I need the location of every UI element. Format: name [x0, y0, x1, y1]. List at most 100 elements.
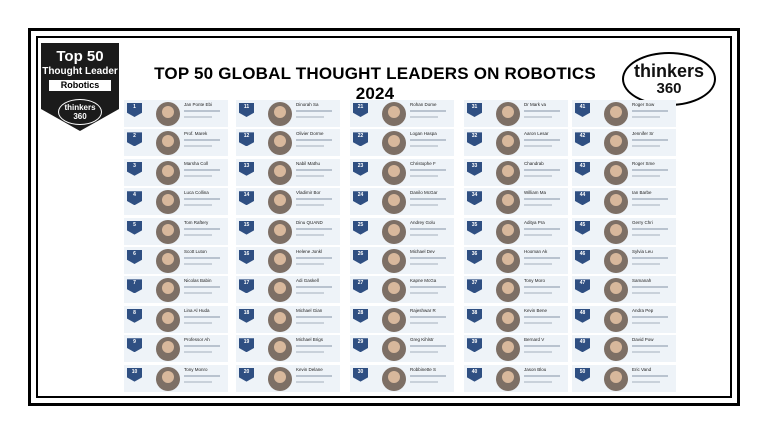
leader-detail-line — [632, 174, 660, 177]
leader-detail-line — [296, 257, 332, 259]
rank-flag: 10 — [127, 367, 142, 382]
avatar — [268, 190, 292, 215]
leader-card[interactable]: 21 Rohan Dome — [350, 100, 454, 128]
leader-card[interactable]: 40 Jason Blou — [464, 364, 568, 393]
leader-card[interactable]: 25 Andrey Golu — [350, 217, 454, 246]
leader-detail-line — [524, 145, 552, 148]
leader-card[interactable]: 3 Marsha Coll — [124, 158, 228, 187]
leader-card[interactable]: 8 Lina Al Huda — [124, 305, 228, 334]
leader-card[interactable]: 48 Andra Pep — [572, 305, 676, 334]
rank-flag: 14 — [239, 191, 254, 206]
leader-card[interactable]: 35 Aditya Pra — [464, 217, 568, 246]
leader-card[interactable]: 41 Roger Sow — [572, 100, 676, 128]
leader-card[interactable]: 50 Eric Vand — [572, 364, 676, 393]
leader-detail-line — [632, 139, 668, 142]
leader-card[interactable]: 10 Tony Monro — [124, 364, 228, 393]
leader-detail-line — [410, 110, 446, 112]
leader-card[interactable]: 23 Christophe F — [350, 158, 454, 187]
leader-card[interactable]: 30 Robbinette S — [350, 364, 454, 393]
leader-detail-line — [296, 315, 332, 318]
leader-detail-line — [410, 145, 438, 148]
leader-name: Dr Mark va — [524, 102, 547, 107]
leader-detail-line — [524, 345, 560, 348]
leader-card[interactable]: 17 Adi Gaskell — [236, 276, 340, 305]
leader-card[interactable]: 2 Prof. Marek — [124, 129, 228, 158]
rank-flag: 40 — [467, 367, 482, 382]
leader-card[interactable]: 44 Ian Barbe — [572, 188, 676, 217]
avatar — [496, 337, 520, 362]
leader-card[interactable]: 38 Kevin Bene — [464, 305, 568, 334]
leader-detail-line — [184, 168, 220, 171]
rank-flag: 15 — [239, 220, 254, 235]
leader-card[interactable]: 29 Greg Kihlstr — [350, 335, 454, 364]
leader-card[interactable]: 26 Michael Dev — [350, 247, 454, 275]
leader-card[interactable]: 12 Olivier Dorme — [236, 129, 340, 158]
leader-detail-line — [296, 351, 324, 354]
avatar — [156, 249, 180, 273]
rank-flag: 3 — [127, 161, 142, 176]
leader-name: Jan Ponte Ebi — [184, 102, 213, 107]
leader-card[interactable]: 6 Scott Luton — [124, 247, 228, 275]
leader-name: Nabil Mathu — [296, 160, 321, 166]
rank-flag: 25 — [353, 220, 368, 235]
leader-card[interactable]: 5 Tom Raftery — [124, 217, 228, 246]
leader-card[interactable]: 20 Kevin Delane — [236, 364, 340, 393]
leader-card[interactable]: 13 Nabil Mathu — [236, 158, 340, 187]
leader-card[interactable]: 33 Chandrab — [464, 158, 568, 187]
rank-flag: 13 — [239, 161, 254, 176]
leader-name: Sylvia Leu — [632, 249, 653, 254]
leader-detail-line — [410, 263, 438, 265]
leader-detail-line — [632, 286, 668, 289]
leader-card[interactable]: 47 Samanah — [572, 276, 676, 305]
rank-flag: 35 — [467, 220, 482, 235]
leader-card[interactable]: 32 Aaron Lesar — [464, 129, 568, 158]
leader-card[interactable]: 39 Bernard V — [464, 335, 568, 364]
leader-card[interactable]: 43 Roger Sme — [572, 158, 676, 187]
leader-card[interactable]: 22 Logan Haspa — [350, 129, 454, 158]
leader-card[interactable]: 4 Luca Collina — [124, 188, 228, 217]
rank-flag: 39 — [467, 338, 482, 353]
avatar — [382, 131, 406, 156]
leader-detail-line — [296, 204, 324, 207]
leader-card[interactable]: 11 Dinorah Sa — [236, 100, 340, 128]
thinkers360-logo: thinkers 360 — [622, 52, 716, 106]
leader-card[interactable]: 19 Michael Brigs — [236, 335, 340, 364]
leader-card[interactable]: 31 Dr Mark va — [464, 100, 568, 128]
leaders-column: 11 Dinorah Sa 12 Olivier Dorme 13 Nabil Mathu… — [236, 100, 340, 394]
leader-name: Marsha Coll — [184, 160, 209, 166]
leader-card[interactable]: 36 Hooman Ak — [464, 247, 568, 275]
leader-card[interactable]: 49 David Pow — [572, 335, 676, 364]
leader-card[interactable]: 27 Kapne McGa — [350, 276, 454, 305]
rank-flag: 37 — [467, 279, 482, 294]
leader-card[interactable]: 24 Danilo McGar — [350, 188, 454, 217]
leader-detail-line — [524, 257, 560, 259]
leader-detail-line — [296, 174, 324, 177]
leader-detail-line — [184, 315, 220, 318]
rank-flag: 11 — [239, 103, 254, 117]
leader-card[interactable]: 1 Jan Ponte Ebi — [124, 100, 228, 128]
avatar — [496, 131, 520, 156]
leader-card[interactable]: 16 Helene Jonkl — [236, 247, 340, 275]
rank-flag: 23 — [353, 161, 368, 176]
leader-name: Robbinette S — [410, 366, 437, 372]
leader-card[interactable]: 14 Vladimir Bor — [236, 188, 340, 217]
leader-detail-line — [632, 380, 660, 383]
leader-card[interactable]: 7 Nicolas Babin — [124, 276, 228, 305]
leader-card[interactable]: 46 Sylvia Leu — [572, 247, 676, 275]
rank-flag: 28 — [353, 308, 368, 323]
leader-card[interactable]: 18 Michael Gian — [236, 305, 340, 334]
leader-card[interactable]: 34 William Ma — [464, 188, 568, 217]
leader-card[interactable]: 37 Tony Moro — [464, 276, 568, 305]
leader-card[interactable]: 28 Rajeshwar R — [350, 305, 454, 334]
leader-card[interactable]: 45 Gerry Chri — [572, 217, 676, 246]
avatar — [496, 190, 520, 215]
leader-card[interactable]: 42 Jennifer Sr — [572, 129, 676, 158]
leader-detail-line — [184, 286, 220, 289]
avatar — [496, 307, 520, 332]
avatar — [156, 366, 180, 391]
leader-card[interactable]: 9 Professor Ah — [124, 335, 228, 364]
rank-flag: 12 — [239, 132, 254, 147]
leader-card[interactable]: 15 Dinu QUAND — [236, 217, 340, 246]
avatar — [268, 278, 292, 303]
leader-detail-line — [632, 263, 660, 265]
